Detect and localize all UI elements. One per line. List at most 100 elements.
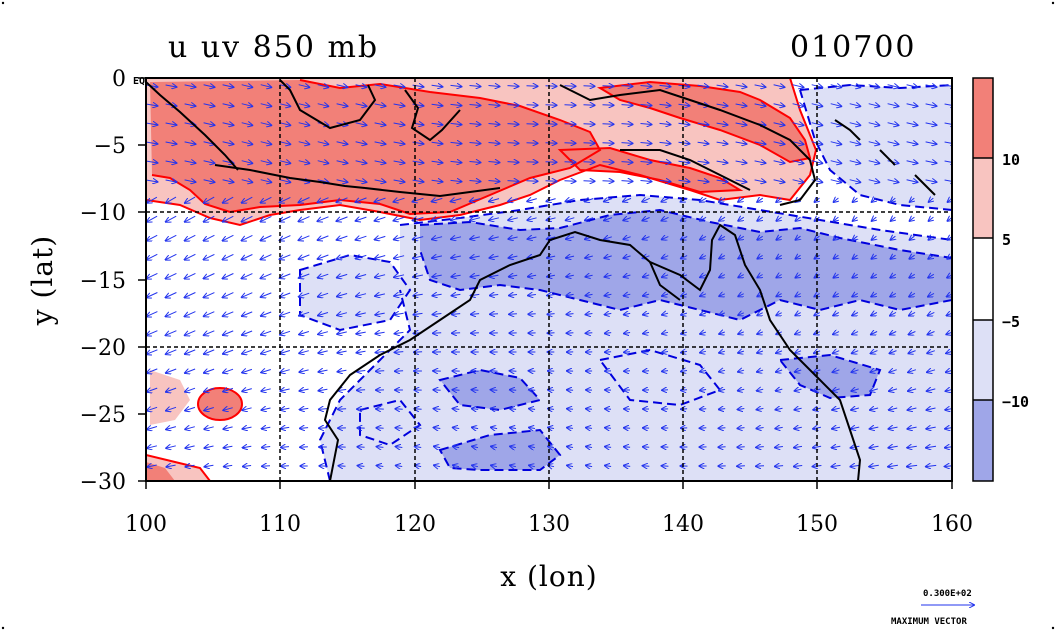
- x-tick-label: 140: [662, 512, 704, 537]
- wind-vector: [488, 162, 500, 163]
- wind-vector: [510, 446, 517, 447]
- wind-vector: [907, 427, 917, 429]
- wind-vector: [853, 255, 858, 259]
- wind-vector: [792, 142, 804, 145]
- y-tick-labels: 0 −5 −10 −15 −20 −25 −30: [80, 67, 126, 495]
- wind-vector: [185, 388, 196, 392]
- wind-vector: [415, 428, 422, 429]
- wind-vector: [471, 314, 480, 315]
- wind-vector: [792, 123, 804, 126]
- wind-vector: [738, 351, 745, 353]
- wind-vector: [738, 198, 745, 202]
- wind-vector: [185, 292, 196, 298]
- wind-vector: [681, 256, 688, 259]
- wind-vector: [489, 218, 500, 220]
- wind-vector: [204, 234, 215, 240]
- y-tick-label: −25: [80, 403, 126, 428]
- wind-vector: [469, 143, 481, 144]
- wind-vector: [662, 371, 669, 372]
- wind-vector: [166, 234, 177, 240]
- wind-vector: [908, 389, 917, 391]
- wind-vector: [472, 465, 479, 466]
- wind-vector: [906, 161, 918, 163]
- wind-vector: [223, 273, 234, 279]
- wind-vector: [927, 408, 936, 410]
- wind-vector: [242, 215, 253, 221]
- wind-vector: [719, 294, 725, 296]
- wind-vector: [700, 294, 707, 296]
- wind-vector: [700, 275, 707, 278]
- wind-vector: [375, 256, 386, 259]
- wind-vector: [623, 198, 632, 201]
- wind-vector: [814, 313, 819, 316]
- wind-vector: [870, 370, 878, 372]
- wind-vector: [243, 466, 252, 467]
- wind-vector: [432, 237, 443, 240]
- wind-vector: [773, 161, 785, 163]
- wind-vector: [413, 198, 424, 201]
- wind-vector: [795, 370, 802, 372]
- wind-vector: [185, 311, 196, 317]
- wind-vector: [204, 330, 215, 335]
- wind-vector: [203, 180, 215, 182]
- wind-vector: [792, 161, 804, 164]
- wind-vector: [773, 142, 785, 144]
- reference-vector-value: 0.300E+02: [923, 589, 972, 599]
- wind-vector: [472, 446, 479, 447]
- wind-vector: [643, 313, 650, 314]
- wind-vector: [490, 275, 499, 276]
- wind-vector: [393, 142, 405, 144]
- wind-vector: [185, 407, 196, 410]
- wind-vector: [279, 123, 291, 126]
- wind-vector: [640, 181, 652, 182]
- wind-vector: [849, 104, 861, 107]
- wind-vector: [396, 428, 403, 429]
- wind-vector: [545, 124, 557, 125]
- wind-vector: [529, 409, 536, 410]
- wind-vector: [872, 217, 877, 221]
- wind-vector: [564, 143, 576, 144]
- wind-vector: [716, 142, 728, 144]
- wind-vector: [261, 235, 272, 241]
- wind-vector: [491, 390, 498, 391]
- wind-vector: [719, 428, 726, 429]
- wind-vector: [697, 161, 709, 163]
- wind-vector: [738, 236, 745, 239]
- wind-vector: [261, 215, 272, 221]
- wind-vector: [796, 217, 801, 221]
- wind-vector: [356, 236, 367, 240]
- x-tick-label: 130: [528, 512, 570, 537]
- wind-vector: [396, 447, 403, 448]
- wind-vector: [242, 369, 253, 372]
- wind-vector: [470, 256, 480, 258]
- colorbar-label: 5: [1002, 231, 1011, 249]
- wind-vector: [394, 275, 405, 277]
- wind-vector: [640, 162, 652, 163]
- wind-vector: [926, 427, 936, 429]
- wind-vector: [242, 196, 253, 203]
- wind-vector: [681, 390, 688, 391]
- wind-vector: [775, 466, 784, 467]
- wind-vector: [165, 142, 177, 144]
- wind-vector: [374, 104, 386, 106]
- wind-vector: [735, 123, 747, 125]
- wind-vector: [147, 253, 158, 259]
- wind-vector: [567, 465, 574, 466]
- wind-vector: [906, 180, 918, 182]
- wind-vector: [393, 180, 405, 182]
- wind-vector: [510, 390, 517, 391]
- wind-vector: [185, 446, 195, 448]
- wind-vector: [700, 332, 707, 334]
- wind-vector: [260, 85, 272, 88]
- wind-vector: [299, 370, 309, 372]
- wind-vector: [280, 273, 291, 278]
- wind-vector: [834, 217, 839, 221]
- wind-vector: [659, 142, 671, 143]
- wind-vector: [889, 370, 897, 373]
- wind-vector: [166, 407, 177, 410]
- wind-vector: [757, 389, 764, 391]
- wind-vector: [394, 294, 404, 296]
- wind-vector: [890, 351, 897, 354]
- wind-vector: [834, 274, 839, 277]
- colorbar-segment: [973, 238, 993, 320]
